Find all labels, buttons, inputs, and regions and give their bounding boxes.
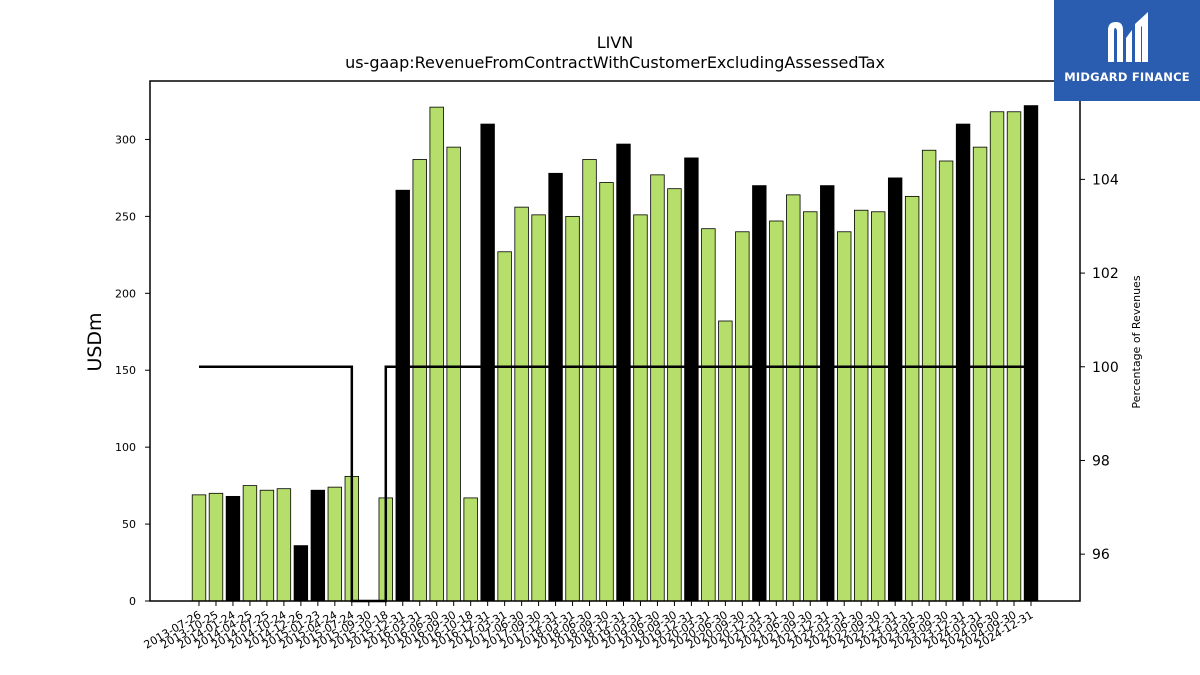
y-tick-label: 50 [122,518,136,531]
bar-2022-06-30 [854,209,869,602]
bar-2024-12-31 [1023,105,1039,602]
bar-2022-03-31 [837,231,852,602]
bars-group [191,105,1039,602]
y2-tick-label: 96 [1092,547,1110,563]
y-tick-label: 150 [115,364,136,377]
y2-axis-label: Percentage of Revenues [1130,275,1143,408]
y-axis-ticks: 0 50 100 150 200 250 300 [115,133,150,608]
bar-2015-01-23 [310,489,326,602]
bar-2023-03-31 [904,195,920,602]
bar-2020-12-31 [752,185,767,602]
bar-2021-03-31 [769,220,784,602]
bar-2023-06-30 [921,149,937,602]
midgard-m-icon [1108,12,1148,62]
logo-text: MIDGARD FINANCE [1064,70,1190,84]
bar-2018-03-31 [565,215,580,602]
bar-2020-06-30 [718,320,733,602]
y-tick-label: 250 [115,210,136,223]
bar-2014-07-25 [259,489,275,602]
bar-2017-12-31 [548,172,563,602]
y-tick-label: 0 [129,595,136,608]
bar-2019-12-31 [684,157,699,602]
bar-2018-09-30 [599,182,614,602]
bar-2016-10-18 [463,497,478,602]
bar-2015-12-31 [395,189,410,602]
bar-2015-04-24 [327,486,343,602]
bar-2014-12-26 [293,545,309,602]
bar-2016-06-30 [429,106,444,602]
bar-2024-03-31 [972,146,988,602]
y-axis-label: USDm [84,312,106,371]
bar-2024-09-30 [1006,111,1022,602]
bar-2018-06-30 [582,159,597,602]
y2-tick-label: 98 [1092,453,1110,469]
y2-tick-label: 104 [1092,172,1119,188]
bar-2024-06-30 [989,111,1005,602]
bar-2020-03-31 [701,228,716,602]
bar-2018-12-31 [616,143,631,602]
chart-title: LIVN [597,33,634,52]
bar-2016-09-30 [446,146,461,602]
plot-frame [149,80,1081,602]
y-tick-label: 300 [115,133,136,146]
bar-2019-03-31 [633,214,648,602]
bar-2022-09-30 [870,211,886,602]
bar-2017-03-31 [497,251,512,602]
bar-2021-09-30 [803,211,818,602]
bar-2019-06-30 [650,174,665,602]
bar-2023-12-31 [955,123,971,602]
bar-2017-06-30 [514,206,529,602]
bar-2016-03-31 [412,159,427,602]
bar-2014-04-25 [242,485,258,602]
bar-2013-07-26 [191,494,207,602]
bar-2021-12-31 [820,185,835,602]
bar-2016-12-31 [480,123,495,602]
x-axis-ticks: 2013-07-262013-10-252014-01-242014-04-25… [142,601,1036,652]
y-tick-label: 200 [115,287,136,300]
bar-2017-09-30 [531,214,546,602]
bar-2022-12-31 [887,177,903,602]
chart-subtitle: us-gaap:RevenueFromContractWithCustomerE… [345,53,885,72]
bar-2019-09-30 [667,188,682,602]
y2-tick-label: 102 [1092,266,1119,282]
bar-2014-01-24 [225,495,241,602]
bar-2013-10-25 [208,492,224,602]
y2-axis-ticks: 96 98 100 102 104 [1080,172,1119,563]
bar-2020-09-30 [735,231,750,602]
bar-2021-06-30 [786,194,801,602]
bar-2014-10-24 [276,488,292,602]
bar-2023-09-30 [938,160,954,602]
y-tick-label: 100 [115,441,136,454]
y2-tick-label: 100 [1092,360,1119,376]
midgard-logo: MIDGARD FINANCE [1054,0,1200,101]
